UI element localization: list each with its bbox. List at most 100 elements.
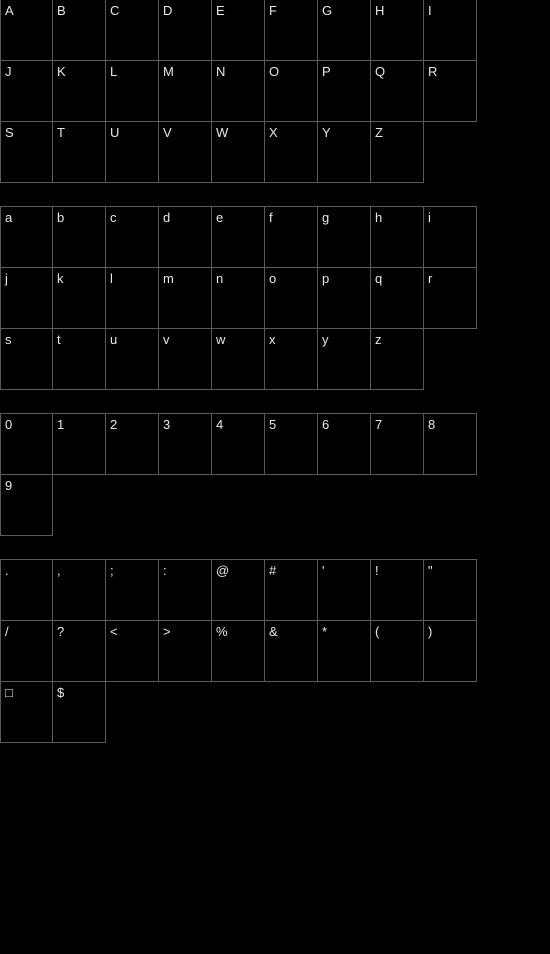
char-group-uppercase: ABCDEFGHIJKLMNOPQRSTUVWXYZ xyxy=(0,0,550,183)
glyph: O xyxy=(269,65,279,78)
glyph: g xyxy=(322,211,329,224)
glyph: k xyxy=(57,272,64,285)
glyph: t xyxy=(57,333,61,346)
glyph: b xyxy=(57,211,64,224)
glyph-cell: 7 xyxy=(370,413,424,475)
glyph: U xyxy=(110,126,119,139)
glyph-cell: j xyxy=(0,267,53,329)
glyph: C xyxy=(110,4,119,17)
glyph: z xyxy=(375,333,382,346)
glyph-cell: I xyxy=(423,0,477,61)
glyph-cell: Z xyxy=(370,121,424,183)
glyph-cell: o xyxy=(264,267,318,329)
glyph: W xyxy=(216,126,228,139)
glyph: X xyxy=(269,126,278,139)
glyph-cell: 4 xyxy=(211,413,265,475)
glyph: ! xyxy=(375,564,379,577)
glyph-cell: " xyxy=(423,559,477,621)
glyph-cell: l xyxy=(105,267,159,329)
char-group-digits: 0123456789 xyxy=(0,414,550,536)
glyph: ' xyxy=(322,564,324,577)
glyph-cell: ) xyxy=(423,620,477,682)
glyph-cell: ? xyxy=(52,620,106,682)
glyph-cell: ( xyxy=(370,620,424,682)
glyph-cell: G xyxy=(317,0,371,61)
glyph: y xyxy=(322,333,329,346)
glyph: o xyxy=(269,272,276,285)
glyph-cell: . xyxy=(0,559,53,621)
glyph-cell: a xyxy=(0,206,53,268)
glyph-cell: d xyxy=(158,206,212,268)
glyph: a xyxy=(5,211,12,224)
glyph-cell: D xyxy=(158,0,212,61)
glyph: H xyxy=(375,4,384,17)
glyph-cell: U xyxy=(105,121,159,183)
glyph: m xyxy=(163,272,174,285)
glyph-cell: ' xyxy=(317,559,371,621)
glyph-cell: 2 xyxy=(105,413,159,475)
glyph-cell: q xyxy=(370,267,424,329)
glyph: E xyxy=(216,4,225,17)
glyph: e xyxy=(216,211,223,224)
glyph-cell: 5 xyxy=(264,413,318,475)
font-character-map: ABCDEFGHIJKLMNOPQRSTUVWXYZabcdefghijklmn… xyxy=(0,0,550,743)
glyph: A xyxy=(5,4,14,17)
glyph-cell: : xyxy=(158,559,212,621)
glyph: S xyxy=(5,126,14,139)
glyph: / xyxy=(5,625,9,638)
glyph-cell: ! xyxy=(370,559,424,621)
glyph-cell: i xyxy=(423,206,477,268)
glyph: h xyxy=(375,211,382,224)
glyph: c xyxy=(110,211,117,224)
glyph: 1 xyxy=(57,418,64,431)
glyph-cell: C xyxy=(105,0,159,61)
glyph-cell: J xyxy=(0,60,53,122)
glyph: ? xyxy=(57,625,64,638)
glyph-cell: & xyxy=(264,620,318,682)
glyph-cell: k xyxy=(52,267,106,329)
glyph: □ xyxy=(5,686,13,699)
glyph-cell: p xyxy=(317,267,371,329)
glyph-cell: x xyxy=(264,328,318,390)
glyph: , xyxy=(57,564,61,577)
glyph-cell: M xyxy=(158,60,212,122)
glyph-cell: 8 xyxy=(423,413,477,475)
glyph: F xyxy=(269,4,277,17)
glyph: i xyxy=(428,211,431,224)
glyph-cell: R xyxy=(423,60,477,122)
glyph: 7 xyxy=(375,418,382,431)
glyph: < xyxy=(110,625,118,638)
glyph: : xyxy=(163,564,167,577)
glyph-cell: v xyxy=(158,328,212,390)
glyph-cell: * xyxy=(317,620,371,682)
glyph: p xyxy=(322,272,329,285)
glyph: Y xyxy=(322,126,331,139)
glyph-cell: W xyxy=(211,121,265,183)
glyph: Q xyxy=(375,65,385,78)
glyph: u xyxy=(110,333,117,346)
glyph: @ xyxy=(216,564,229,577)
glyph-cell: X xyxy=(264,121,318,183)
glyph: % xyxy=(216,625,228,638)
glyph-cell: B xyxy=(52,0,106,61)
glyph: I xyxy=(428,4,432,17)
glyph-cell: 9 xyxy=(0,474,53,536)
glyph-cell: # xyxy=(264,559,318,621)
glyph: N xyxy=(216,65,225,78)
glyph-cell: 1 xyxy=(52,413,106,475)
glyph: L xyxy=(110,65,117,78)
glyph-cell: u xyxy=(105,328,159,390)
glyph-cell: @ xyxy=(211,559,265,621)
glyph-cell: % xyxy=(211,620,265,682)
glyph: * xyxy=(322,625,327,638)
glyph-cell: < xyxy=(105,620,159,682)
glyph: 3 xyxy=(163,418,170,431)
glyph-cell: h xyxy=(370,206,424,268)
glyph-cell: z xyxy=(370,328,424,390)
glyph: 2 xyxy=(110,418,117,431)
glyph: 0 xyxy=(5,418,12,431)
glyph-cell: H xyxy=(370,0,424,61)
glyph-cell: e xyxy=(211,206,265,268)
glyph: . xyxy=(5,564,9,577)
glyph-cell: Q xyxy=(370,60,424,122)
